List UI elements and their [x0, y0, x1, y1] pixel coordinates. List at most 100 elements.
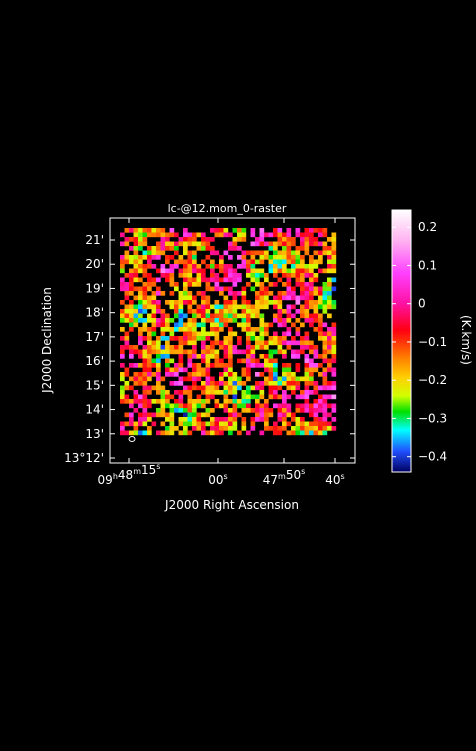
heatmap-cell [246, 367, 251, 373]
heatmap-cell [165, 340, 170, 346]
heatmap-cell [219, 417, 224, 422]
heatmap-cell [286, 250, 292, 256]
heatmap-cell [178, 349, 184, 355]
heatmap-cell [295, 376, 301, 382]
heatmap-cell [250, 354, 256, 359]
heatmap-cell [214, 318, 220, 323]
heatmap-cell [160, 246, 166, 251]
heatmap-cell [313, 421, 319, 427]
heatmap-cell [264, 291, 269, 296]
heatmap-cell [201, 237, 206, 242]
heatmap-cell [142, 399, 148, 404]
heatmap-cell [255, 273, 260, 278]
heatmap-cell [282, 318, 287, 323]
heatmap-cell [192, 241, 197, 247]
heatmap-cell [129, 421, 134, 427]
heatmap-cell [273, 340, 278, 346]
heatmap-cell [169, 282, 175, 287]
heatmap-cell [232, 309, 238, 314]
heatmap-cell [331, 246, 337, 251]
heatmap-cell [165, 358, 170, 364]
heatmap-cell [304, 232, 310, 238]
heatmap-cell [192, 403, 197, 409]
heatmap-cell [255, 259, 260, 265]
heatmap-cell [187, 282, 193, 287]
heatmap-cell [232, 399, 238, 404]
heatmap-cell [147, 412, 152, 418]
heatmap-cell [205, 300, 211, 305]
heatmap-cell [327, 340, 332, 346]
heatmap-cell [318, 241, 323, 247]
heatmap-cell [327, 385, 332, 391]
heatmap-cell [133, 399, 139, 404]
heatmap-cell [223, 417, 229, 422]
heatmap-cell [250, 327, 256, 332]
heatmap-cell [165, 259, 170, 265]
heatmap-cell [273, 318, 278, 323]
heatmap-cell [156, 336, 161, 341]
heatmap-cell [138, 417, 143, 422]
heatmap-cell [156, 232, 161, 238]
heatmap-cell [300, 241, 305, 247]
heatmap-cell [304, 313, 310, 319]
heatmap-cell [219, 322, 224, 328]
heatmap-cell [192, 322, 197, 328]
heatmap-cell [232, 277, 238, 283]
heatmap-cell [313, 273, 319, 278]
heatmap-cell [138, 412, 143, 418]
heatmap-cell [327, 412, 332, 418]
heatmap-cell [142, 241, 148, 247]
heatmap-cell [241, 291, 247, 296]
heatmap-cell [282, 408, 287, 413]
heatmap-cell [277, 340, 283, 346]
heatmap-cell [210, 421, 215, 427]
heatmap-cell [178, 322, 184, 328]
heatmap-cell [214, 286, 220, 292]
heatmap-cell [291, 313, 296, 319]
heatmap-cell [327, 426, 332, 431]
heatmap-cell [295, 309, 301, 314]
heatmap-cell [331, 336, 337, 341]
heatmap-cell [223, 277, 229, 283]
heatmap-cell [228, 277, 233, 283]
heatmap-cell [174, 367, 179, 373]
heatmap-cell [318, 426, 323, 431]
heatmap-cell [273, 367, 278, 373]
heatmap-cell [183, 417, 188, 422]
heatmap-cell [138, 331, 143, 337]
heatmap-cell [120, 336, 125, 341]
heatmap-cell [133, 426, 139, 431]
colorbar-ticks: 0.20.10−0.1−0.2−0.3−0.4 [392, 220, 447, 464]
heatmap-cell [223, 349, 229, 355]
heatmap-cell [322, 367, 328, 373]
heatmap-cell [124, 237, 130, 242]
heatmap-cell [268, 340, 274, 346]
heatmap-cell [196, 354, 202, 359]
heatmap-cell [142, 394, 148, 400]
heatmap-cell [214, 430, 220, 436]
heatmap-cell [205, 394, 211, 400]
heatmap-cell [214, 390, 220, 395]
heatmap-cell [138, 421, 143, 427]
heatmap-cell [187, 336, 193, 341]
heatmap-cell [129, 300, 134, 305]
heatmap-cell [318, 421, 323, 427]
heatmap-cell [259, 363, 265, 368]
heatmap-cell [228, 336, 233, 341]
heatmap-cell [156, 408, 161, 413]
heatmap-cell [219, 426, 224, 431]
heatmap-cell [169, 268, 175, 274]
heatmap-cell [228, 381, 233, 386]
heatmap-cell [273, 336, 278, 341]
heatmap-cell [327, 381, 332, 386]
heatmap-cell [196, 273, 202, 278]
heatmap-cell [165, 277, 170, 283]
heatmap-cell [228, 412, 233, 418]
heatmap-cell [165, 399, 170, 404]
heatmap-cell [124, 399, 130, 404]
heatmap-cell [282, 376, 287, 382]
heatmap-cell [264, 331, 269, 337]
heatmap-cell [282, 291, 287, 296]
heatmap-cell [205, 430, 211, 436]
heatmap-cell [169, 241, 175, 247]
